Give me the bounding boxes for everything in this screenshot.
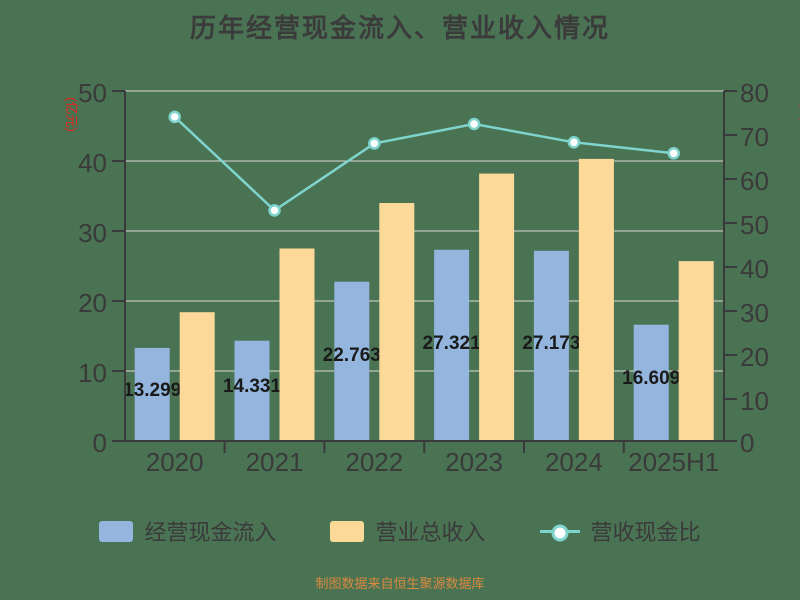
svg-text:27.321: 27.321 (423, 333, 482, 354)
svg-text:14.331: 14.331 (223, 376, 282, 397)
svg-text:16.609: 16.609 (622, 368, 680, 389)
svg-text:27.173: 27.173 (522, 333, 580, 354)
svg-text:22.763: 22.763 (323, 345, 381, 366)
svg-text:13.299: 13.299 (123, 380, 181, 401)
